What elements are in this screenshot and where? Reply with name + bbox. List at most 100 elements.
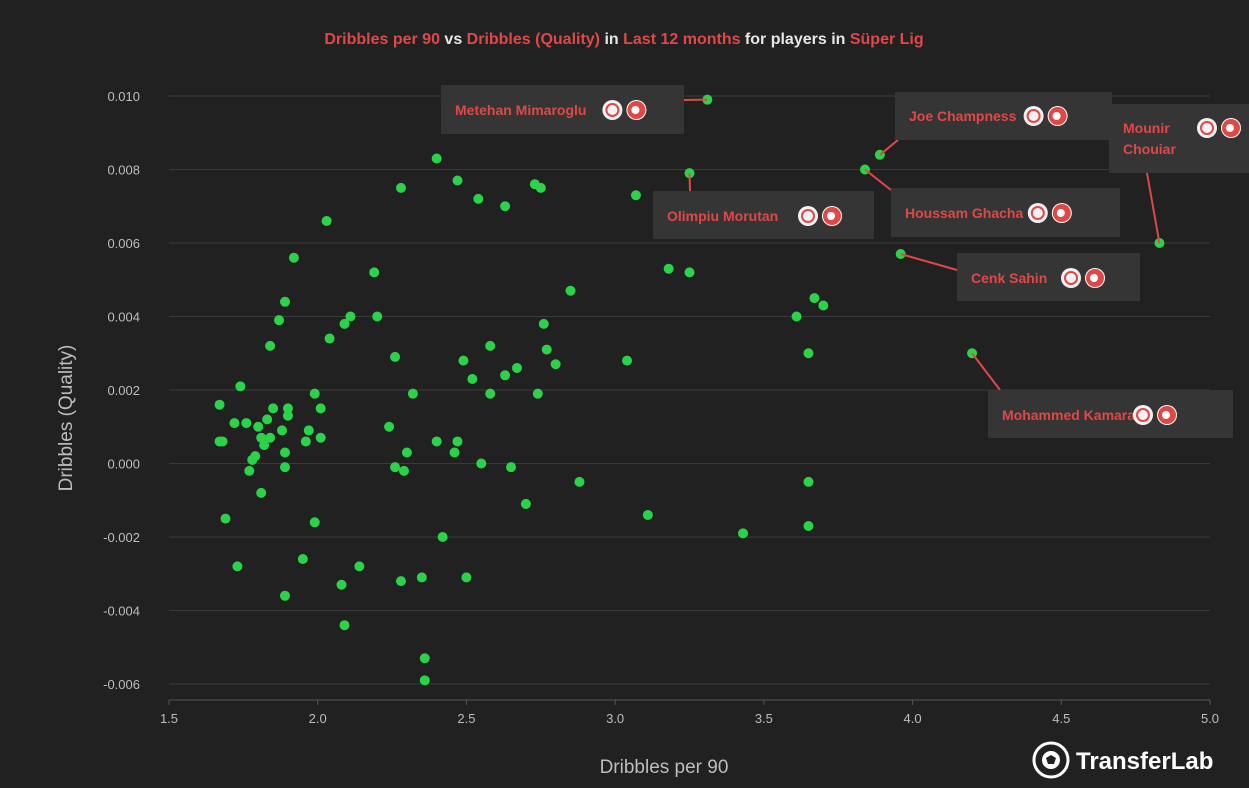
data-point[interactable]: [565, 285, 576, 296]
data-point[interactable]: [684, 267, 695, 278]
data-point[interactable]: [345, 311, 356, 322]
data-point[interactable]: [407, 388, 418, 399]
data-point[interactable]: [220, 513, 231, 524]
data-point[interactable]: [277, 425, 288, 436]
data-point[interactable]: [279, 590, 290, 601]
data-point[interactable]: [401, 447, 412, 458]
player-annotation[interactable]: Olimpiu Morutan: [653, 173, 874, 239]
data-point[interactable]: [303, 425, 314, 436]
data-point[interactable]: [315, 403, 326, 414]
data-point[interactable]: [791, 311, 802, 322]
data-point[interactable]: [476, 458, 487, 469]
data-point[interactable]: [241, 418, 252, 429]
player-annotation[interactable]: Cenk Sahin: [900, 253, 1140, 301]
data-point[interactable]: [398, 465, 409, 476]
data-point[interactable]: [473, 193, 484, 204]
data-point[interactable]: [738, 528, 749, 539]
data-point[interactable]: [461, 572, 472, 583]
player-annotation[interactable]: Joe Champness: [879, 92, 1112, 156]
data-point[interactable]: [520, 498, 531, 509]
algeria-flag-icon: [1051, 203, 1072, 223]
data-point[interactable]: [214, 399, 225, 410]
data-point[interactable]: [315, 432, 326, 443]
data-point[interactable]: [511, 362, 522, 373]
data-point[interactable]: [535, 182, 546, 193]
data-point[interactable]: [452, 175, 463, 186]
data-point[interactable]: [449, 447, 460, 458]
data-point[interactable]: [622, 355, 633, 366]
data-point[interactable]: [485, 388, 496, 399]
data-point[interactable]: [288, 252, 299, 263]
title-part: Dribbles per 90: [324, 31, 440, 48]
data-point[interactable]: [803, 348, 814, 359]
data-point[interactable]: [532, 388, 543, 399]
data-point[interactable]: [324, 333, 335, 344]
data-point[interactable]: [217, 436, 228, 447]
data-point[interactable]: [437, 532, 448, 542]
data-point[interactable]: [550, 359, 561, 370]
data-point[interactable]: [279, 462, 290, 473]
data-point[interactable]: [642, 509, 653, 520]
data-point[interactable]: [803, 520, 814, 531]
data-point[interactable]: [309, 388, 320, 399]
data-point[interactable]: [274, 315, 285, 326]
data-point[interactable]: [384, 421, 395, 432]
data-point[interactable]: [663, 263, 674, 274]
data-point[interactable]: [265, 340, 276, 351]
data-point[interactable]: [630, 190, 641, 201]
data-point[interactable]: [297, 554, 308, 565]
data-point[interactable]: [339, 318, 350, 329]
data-point[interactable]: [395, 182, 406, 193]
data-point[interactable]: [485, 340, 496, 351]
data-point[interactable]: [268, 403, 279, 414]
data-point[interactable]: [431, 436, 442, 447]
data-point[interactable]: [265, 432, 276, 443]
y-tick-label: -0.006: [103, 677, 140, 692]
data-point[interactable]: [818, 300, 829, 311]
transferlab-logo: TransferLab: [1032, 741, 1213, 779]
data-point[interactable]: [390, 351, 401, 362]
data-point[interactable]: [279, 296, 290, 307]
data-point[interactable]: [279, 447, 290, 458]
data-point[interactable]: [803, 476, 814, 487]
data-point[interactable]: [259, 440, 270, 451]
data-point[interactable]: [262, 414, 273, 425]
player-annotation[interactable]: Mounir Chouiar: [1109, 104, 1249, 244]
data-point[interactable]: [500, 201, 511, 212]
data-point[interactable]: [321, 215, 332, 226]
data-point[interactable]: [354, 561, 365, 572]
data-point[interactable]: [256, 487, 267, 498]
data-point[interactable]: [369, 267, 380, 278]
data-point[interactable]: [431, 153, 442, 164]
data-point[interactable]: [809, 293, 820, 304]
data-point[interactable]: [458, 355, 469, 366]
data-point[interactable]: [416, 572, 427, 583]
data-point[interactable]: [372, 311, 383, 322]
data-point[interactable]: [452, 436, 463, 447]
data-point[interactable]: [282, 403, 293, 414]
data-point[interactable]: [467, 373, 478, 384]
data-point[interactable]: [395, 576, 406, 587]
player-annotation[interactable]: Metehan Mimaroglu: [441, 85, 708, 134]
data-point[interactable]: [500, 370, 511, 381]
data-point[interactable]: [541, 344, 552, 355]
data-point[interactable]: [339, 620, 350, 631]
data-point[interactable]: [229, 418, 240, 429]
data-point[interactable]: [235, 381, 246, 392]
data-point[interactable]: [232, 561, 243, 572]
data-point[interactable]: [250, 451, 261, 462]
data-point[interactable]: [419, 653, 430, 664]
player-annotation[interactable]: Mohammed Kamara: [971, 352, 1233, 438]
data-point[interactable]: [309, 517, 320, 528]
data-point[interactable]: [300, 436, 311, 447]
player-annotation[interactable]: Houssam Ghacha: [864, 168, 1120, 238]
data-point[interactable]: [390, 462, 401, 473]
data-point[interactable]: [574, 476, 585, 487]
data-point[interactable]: [506, 462, 517, 473]
data-point[interactable]: [282, 410, 293, 421]
data-point[interactable]: [538, 318, 549, 329]
data-point[interactable]: [336, 579, 347, 590]
data-point[interactable]: [419, 675, 430, 686]
data-point[interactable]: [253, 421, 264, 432]
data-point[interactable]: [244, 465, 255, 476]
